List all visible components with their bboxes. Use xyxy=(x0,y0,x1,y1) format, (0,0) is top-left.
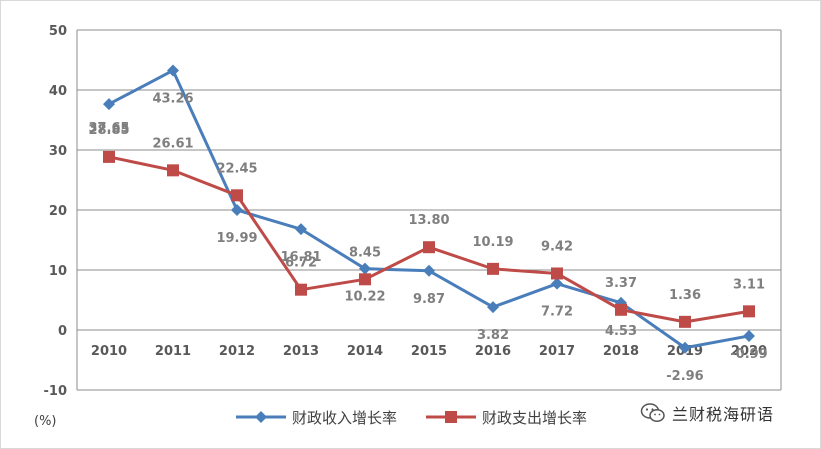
data-point xyxy=(359,273,371,286)
data-label: 6.72 xyxy=(285,256,317,271)
y-tick-label: 20 xyxy=(49,204,67,219)
y-tick-label: 10 xyxy=(49,264,67,279)
x-tick-label: 2016 xyxy=(475,344,511,359)
x-tick-label: 2015 xyxy=(411,344,447,359)
data-label: 28.85 xyxy=(88,123,129,138)
unit-label: (%) xyxy=(34,414,57,429)
data-label: 19.99 xyxy=(216,231,257,246)
x-tick-label: 2014 xyxy=(347,344,383,359)
data-point xyxy=(615,303,627,316)
data-point xyxy=(167,164,179,177)
x-tick-label: 2018 xyxy=(603,344,639,359)
y-axis-ticks: -10 0 10 20 30 40 50 xyxy=(44,24,68,399)
data-point xyxy=(679,341,691,354)
data-label: 10.19 xyxy=(472,235,513,250)
y-tick-label: 30 xyxy=(49,144,67,159)
data-point xyxy=(487,262,499,275)
data-label: 3.11 xyxy=(733,277,765,292)
x-tick-label: 2012 xyxy=(219,344,255,359)
data-label: 22.45 xyxy=(216,161,257,176)
x-axis-ticks: 2010201120122013201420152016201720182019… xyxy=(91,344,767,359)
y-tick-label: -10 xyxy=(44,384,68,399)
data-label: 9.87 xyxy=(413,292,445,307)
legend-entry-1: 财政收入增长率 xyxy=(292,409,397,427)
data-point xyxy=(423,264,435,277)
data-point xyxy=(551,277,563,290)
watermark: 兰财税海研语 xyxy=(640,398,774,428)
data-point xyxy=(551,267,563,280)
data-point xyxy=(743,329,755,342)
legend: 财政收入增长率 财政支出增长率 xyxy=(236,409,587,427)
data-label: 37.65 xyxy=(88,121,129,136)
x-tick-label: 2013 xyxy=(283,344,319,359)
gridlines xyxy=(76,29,782,391)
data-point xyxy=(167,64,179,77)
data-label: 13.80 xyxy=(408,213,449,228)
data-label: 1.36 xyxy=(669,288,701,303)
data-label: 3.37 xyxy=(605,276,637,291)
legend-entry-2: 财政支出增长率 xyxy=(482,409,587,427)
x-tick-label: 2010 xyxy=(91,344,127,359)
x-tick-label: 2011 xyxy=(155,344,191,359)
data-point xyxy=(231,189,243,202)
y-tick-label: 40 xyxy=(49,84,67,99)
data-point xyxy=(295,283,307,296)
data-label: 43.26 xyxy=(152,91,193,106)
data-point xyxy=(743,305,755,318)
data-label: 4.53 xyxy=(605,324,637,339)
legend-marker xyxy=(255,411,267,423)
data-point xyxy=(103,98,115,111)
data-point xyxy=(423,241,435,254)
x-tick-label: 2020 xyxy=(731,344,767,359)
data-point xyxy=(359,262,371,275)
data-label: -0.99 xyxy=(730,347,767,362)
data-point xyxy=(231,204,243,217)
data-label: 9.42 xyxy=(541,239,573,254)
data-point xyxy=(103,150,115,163)
watermark-text: 兰财税海研语 xyxy=(672,405,775,424)
data-point xyxy=(679,315,691,328)
data-label: 16.81 xyxy=(280,250,321,265)
data-point xyxy=(295,223,307,236)
wechat-icon xyxy=(640,403,665,423)
data-label: 7.72 xyxy=(541,305,573,320)
data-label: 26.61 xyxy=(152,136,193,151)
y-tick-label: 0 xyxy=(58,324,67,339)
legend-marker xyxy=(445,411,457,423)
y-tick-label: 50 xyxy=(49,24,67,39)
data-label: -2.96 xyxy=(666,369,703,384)
series-group xyxy=(103,64,755,354)
data-label: 8.45 xyxy=(349,245,381,260)
x-tick-label: 2017 xyxy=(539,344,575,359)
data-labels: 37.65 43.26 19.99 16.81 10.22 9.87 3.82 7.72 4.5… xyxy=(88,91,767,383)
data-point xyxy=(487,301,499,314)
data-label: 3.82 xyxy=(477,328,509,343)
data-label: 10.22 xyxy=(344,290,385,305)
